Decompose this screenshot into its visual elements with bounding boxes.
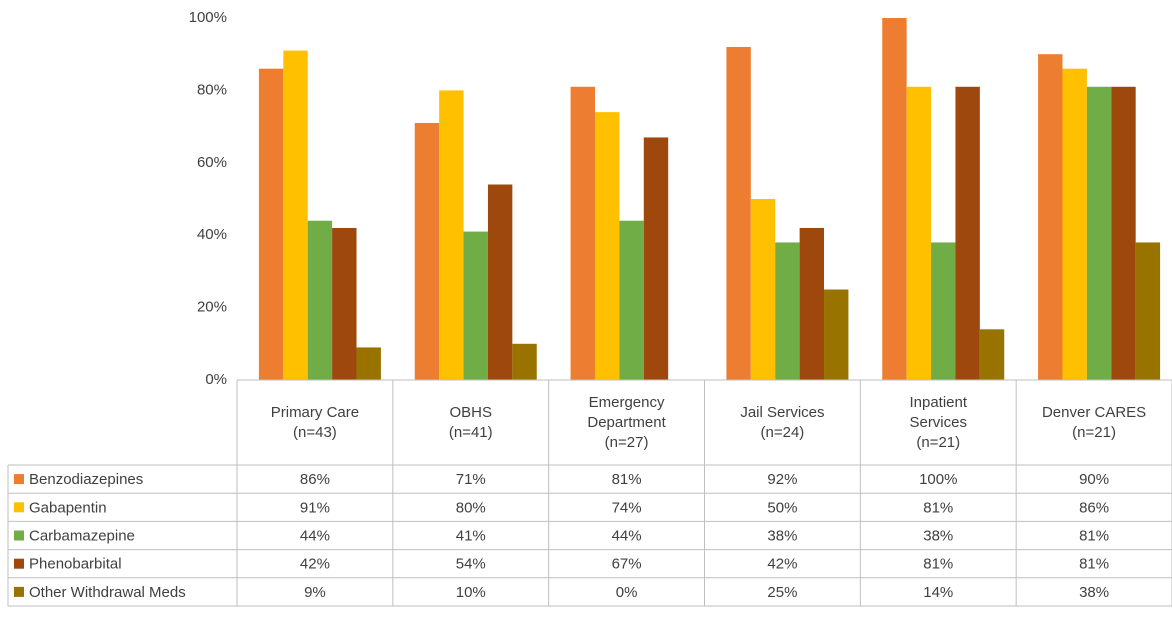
legend-label: Other Withdrawal Meds — [29, 584, 186, 601]
bar — [750, 199, 776, 380]
bar — [955, 86, 980, 380]
bar — [619, 220, 644, 380]
data-label: 44% — [612, 527, 642, 544]
legend-label: Gabapentin — [29, 499, 107, 516]
data-label: 9% — [304, 584, 326, 601]
y-tick-label: 40% — [197, 226, 227, 243]
x-tick-label: Inpatient Services (n=21) — [909, 393, 968, 451]
bar — [979, 329, 1005, 380]
data-label: 90% — [1079, 471, 1109, 488]
bar — [463, 231, 488, 380]
legend-swatch — [14, 558, 24, 569]
data-label: 86% — [300, 471, 330, 488]
bar — [906, 86, 932, 380]
data-label: 91% — [300, 499, 330, 516]
y-tick-label: 20% — [197, 299, 227, 316]
bar — [1038, 54, 1063, 380]
data-label: 42% — [767, 556, 797, 573]
bar — [487, 184, 513, 380]
bar — [414, 122, 440, 380]
data-label: 25% — [767, 584, 797, 601]
bar — [643, 137, 669, 380]
bar — [882, 18, 907, 380]
bar — [332, 227, 357, 380]
x-tick-label: Denver CARES (n=21) — [1041, 403, 1147, 441]
bar — [1062, 68, 1087, 381]
data-label: 80% — [456, 499, 486, 516]
data-label: 81% — [1079, 556, 1109, 573]
data-label: 74% — [612, 499, 642, 516]
bar — [1086, 86, 1112, 380]
bar — [775, 242, 800, 380]
data-label: 67% — [612, 556, 642, 573]
x-tick-label: Emergency Department (n=27) — [587, 393, 666, 451]
bar — [726, 46, 751, 381]
legend-label: Phenobarbital — [29, 556, 122, 573]
x-tick-label: OBHS (n=41) — [448, 403, 493, 441]
data-label: 54% — [456, 556, 486, 573]
legend-swatch — [14, 586, 24, 597]
data-label: 92% — [767, 471, 797, 488]
data-label: 38% — [923, 527, 953, 544]
legend-swatch — [14, 474, 24, 485]
data-label: 10% — [456, 584, 486, 601]
data-label: 81% — [612, 471, 642, 488]
legend-label: Carbamazepine — [29, 527, 135, 544]
bar — [512, 343, 537, 380]
bar — [307, 220, 333, 380]
y-tick-label: 0% — [205, 371, 227, 388]
y-tick-label: 60% — [197, 154, 227, 171]
data-label: 14% — [923, 584, 953, 601]
bar — [1135, 242, 1161, 380]
data-label: 81% — [923, 499, 953, 516]
data-label: 71% — [456, 471, 486, 488]
bar — [931, 242, 956, 380]
data-label: 44% — [300, 527, 330, 544]
bar — [283, 50, 308, 381]
bar — [1111, 86, 1136, 380]
bar — [570, 86, 595, 380]
data-label: 81% — [923, 556, 953, 573]
y-tick-label: 100% — [189, 9, 227, 26]
legend-swatch — [14, 502, 24, 513]
data-label: 86% — [1079, 499, 1109, 516]
bar — [799, 227, 825, 380]
data-label: 42% — [300, 556, 330, 573]
data-label: 81% — [1079, 527, 1109, 544]
bar — [258, 68, 284, 381]
data-label: 38% — [767, 527, 797, 544]
x-tick-label: Jail Services (n=24) — [740, 403, 825, 441]
bar — [439, 90, 464, 381]
legend-swatch — [14, 530, 24, 541]
bar — [356, 347, 381, 380]
data-label: 0% — [616, 584, 638, 601]
data-label: 100% — [919, 471, 957, 488]
y-tick-label: 80% — [197, 81, 227, 98]
data-label: 50% — [767, 499, 797, 516]
legend-label: Benzodiazepines — [29, 471, 143, 488]
x-tick-label: Primary Care (n=43) — [270, 403, 360, 441]
bar — [824, 289, 849, 380]
data-label: 41% — [456, 527, 486, 544]
bar — [594, 112, 620, 381]
data-label: 38% — [1079, 584, 1109, 601]
